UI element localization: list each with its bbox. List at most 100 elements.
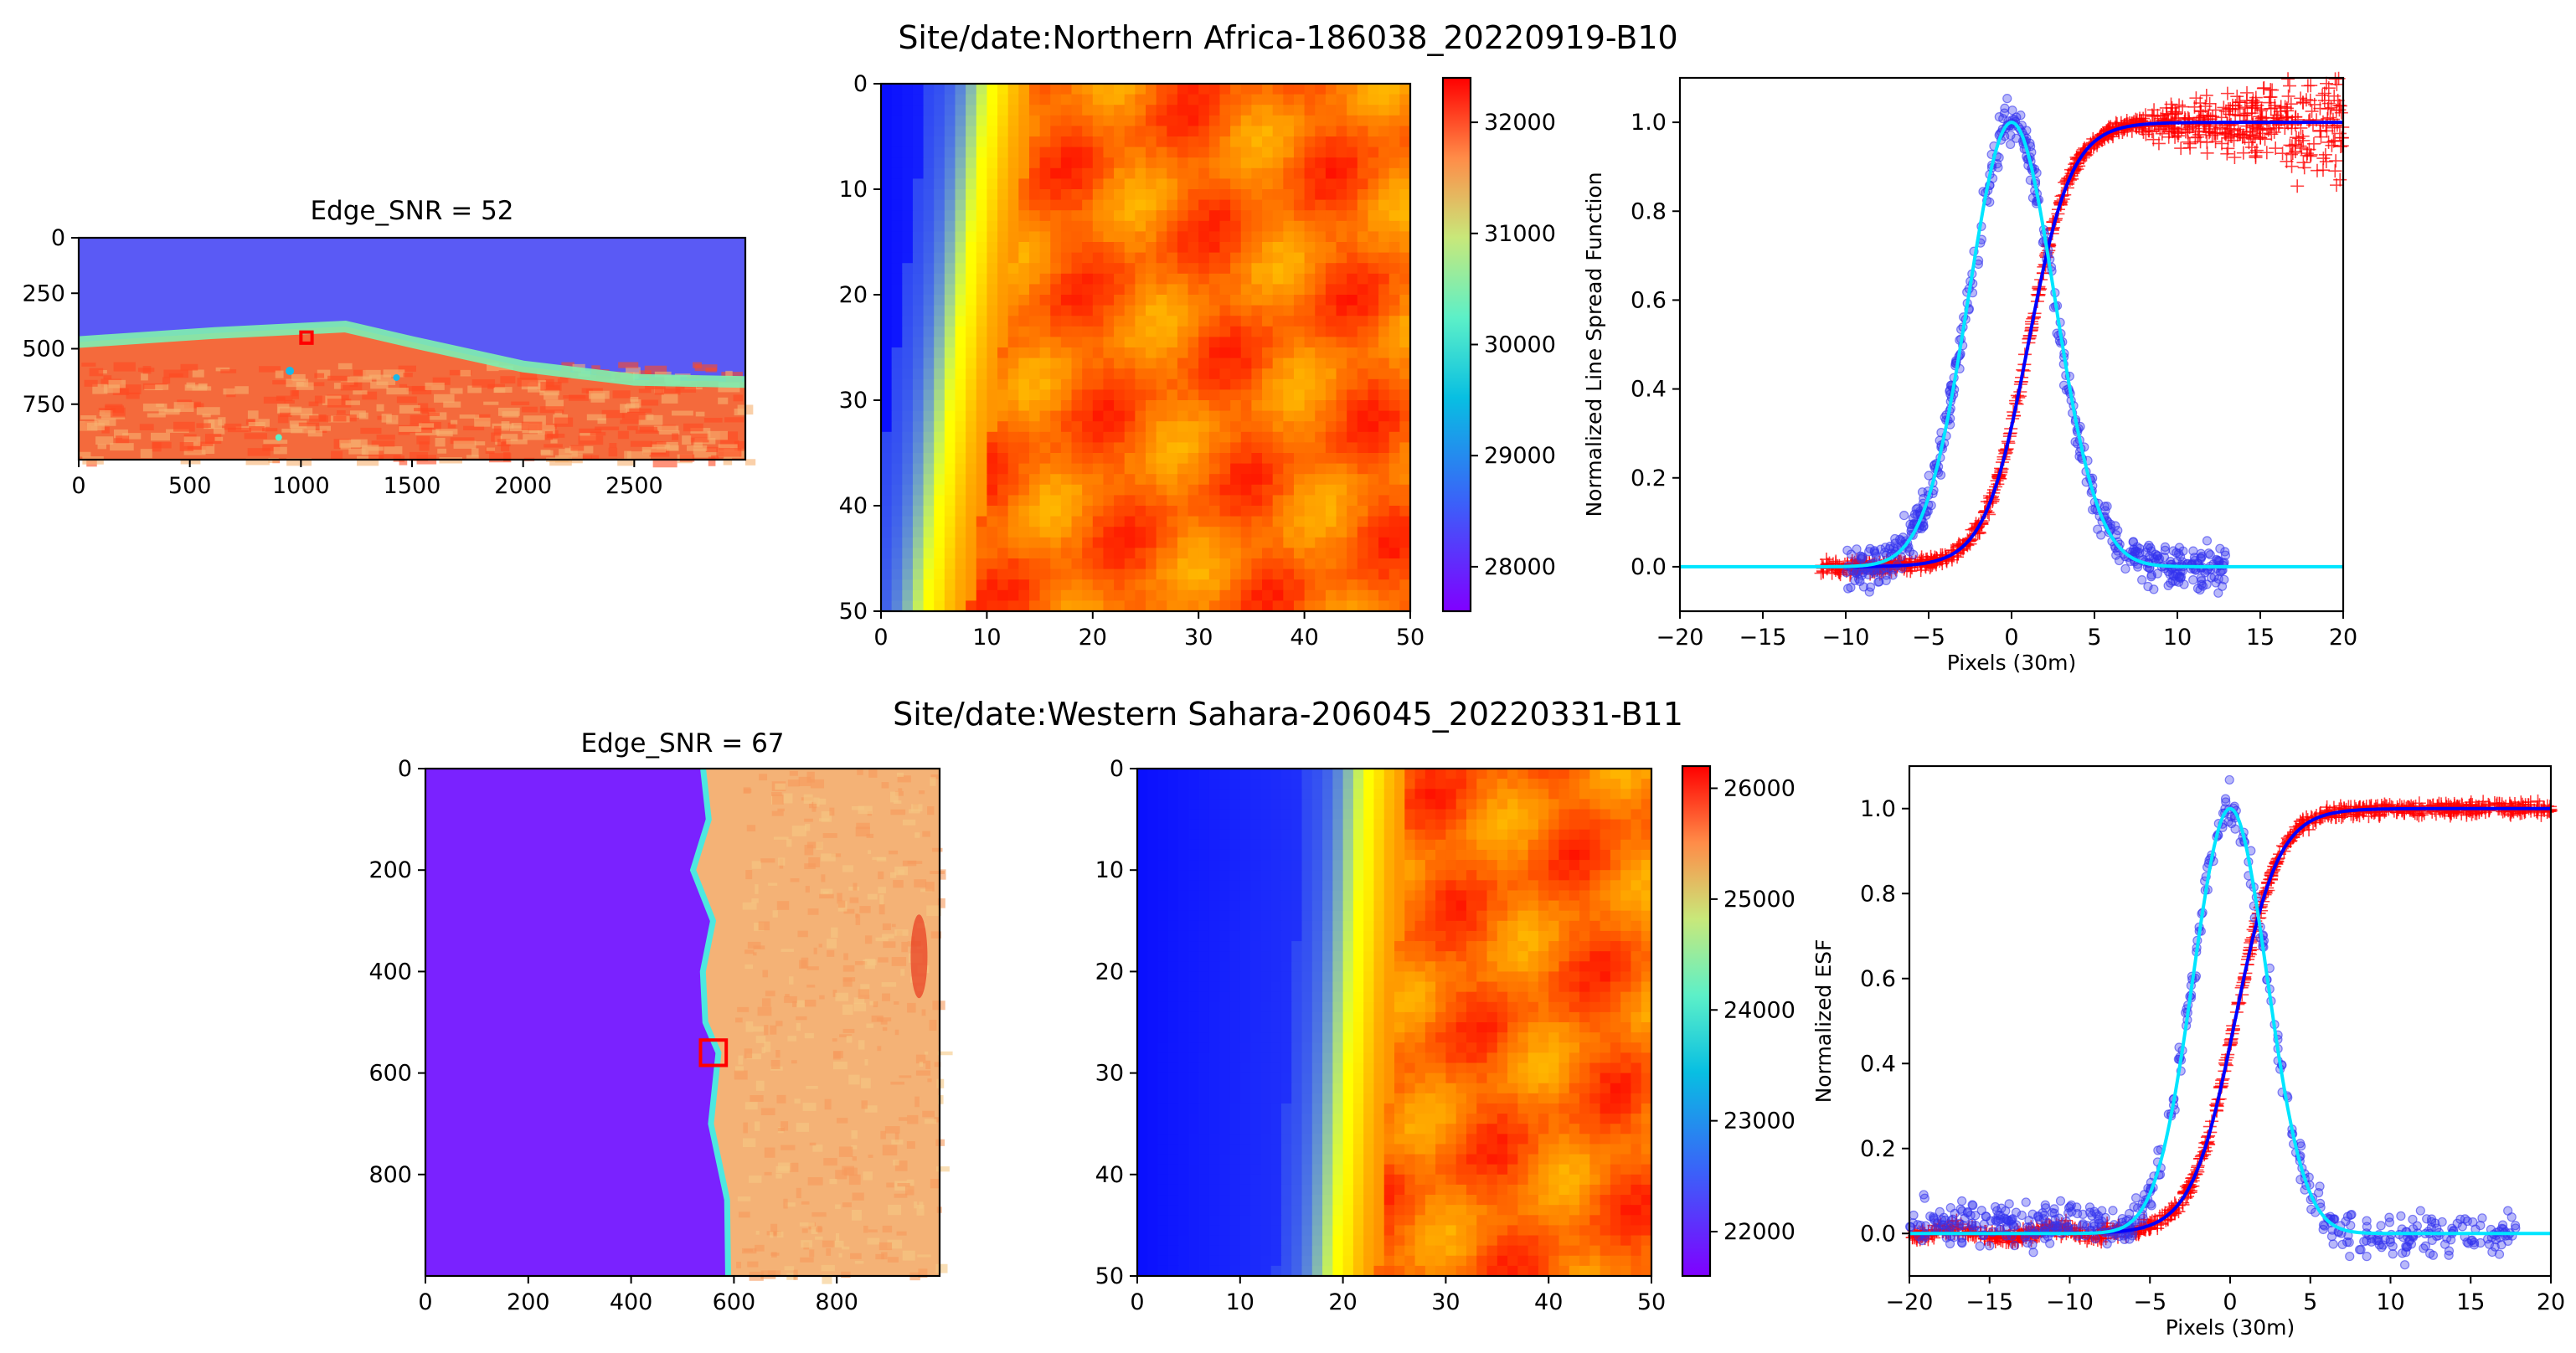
zoom-pixel: [1293, 295, 1306, 306]
zoom-pixel: [1071, 442, 1083, 454]
zoom-pixel: [881, 495, 893, 507]
zoom-pixel: [987, 242, 998, 254]
zoom-pixel: [1198, 136, 1210, 148]
zoom-pixel: [1336, 242, 1347, 254]
zoom-pixel: [1219, 463, 1231, 475]
zoom-pixel: [1039, 474, 1051, 486]
zoom-pixel: [902, 337, 914, 348]
overview-texture: [432, 377, 451, 385]
zoom-pixel: [881, 589, 893, 601]
zoom-pixel: [1240, 568, 1252, 580]
zoom-pixel: [1455, 779, 1467, 790]
zoom-pixel: [1146, 136, 1157, 148]
zoom-pixel: [881, 474, 893, 486]
zoom-pixel: [1293, 115, 1306, 126]
zoom-pixel: [1352, 779, 1364, 790]
zoom-pixel: [944, 368, 956, 380]
zoom-pixel: [1028, 231, 1041, 243]
zoom-pixel: [1378, 389, 1390, 401]
zoom-pixel: [955, 316, 966, 327]
zoom-pixel: [1146, 252, 1157, 264]
zoom-pixel: [1082, 295, 1094, 306]
zoom-pixel: [1082, 568, 1094, 580]
zoom-pixel: [934, 378, 945, 390]
zoom-pixel: [1007, 157, 1019, 169]
zoom-pixel: [955, 273, 966, 285]
zoom-pixel: [1272, 442, 1284, 454]
zoom-pixel: [1230, 589, 1242, 601]
zoom-pixel: [1336, 115, 1347, 126]
zoom-pixel: [923, 199, 935, 211]
overview-texture: [770, 1232, 774, 1238]
overview-texture: [234, 386, 249, 394]
zoom-pixel: [1028, 431, 1041, 443]
zoom-pixel: [1388, 421, 1400, 433]
zoom-pixel: [1357, 167, 1369, 179]
esf-sample-point: [2208, 103, 2223, 117]
zoom-pixel: [1378, 136, 1390, 148]
zoom-pixel: [1050, 252, 1062, 264]
zoom-pixel: [1251, 263, 1263, 275]
zoom-pixel: [1135, 358, 1146, 369]
zoom-pixel: [912, 516, 925, 527]
overview-texture: [859, 906, 871, 913]
zoom-pixel: [1198, 389, 1210, 401]
zoom-pixel: [1071, 136, 1083, 148]
zoom-pixel: [1028, 347, 1041, 359]
zoom-pixel: [1103, 147, 1115, 158]
zoom-pixel: [1167, 506, 1178, 517]
zoom-pixel: [955, 421, 966, 433]
zoom-pixel: [1219, 431, 1231, 443]
x-tick-label: 500: [168, 473, 212, 499]
zoom-pixel: [1188, 94, 1199, 105]
zoom-pixel: [955, 295, 966, 306]
zoom-pixel: [955, 484, 966, 496]
zoom-pixel: [1071, 147, 1083, 158]
zoom-pixel: [976, 579, 987, 591]
zoom-pixel: [1368, 305, 1379, 316]
zoom-pixel: [1388, 474, 1400, 486]
zoom-pixel: [1283, 421, 1295, 433]
overview-texture: [664, 445, 679, 451]
zoom-pixel: [902, 537, 914, 548]
zoom-pixel: [1156, 263, 1167, 275]
esf-sample-point: [2265, 83, 2280, 97]
zoom-pixel: [976, 548, 987, 559]
zoom-pixel: [1240, 316, 1252, 327]
zoom-pixel: [1368, 506, 1379, 517]
zoom-pixel: [1272, 326, 1284, 337]
overview-texture: [784, 1266, 795, 1271]
overview-texture: [620, 419, 641, 424]
zoom-pixel: [1188, 316, 1199, 327]
overview-texture: [878, 904, 885, 915]
overview-texture: [883, 941, 896, 949]
zoom-pixel: [1283, 453, 1295, 465]
colorbar-tick-label: 29000: [1484, 443, 1556, 469]
zoom-pixel: [1378, 326, 1390, 337]
zoom-pixel: [912, 263, 925, 275]
zoom-pixel: [1240, 94, 1252, 105]
zoom-pixel: [1304, 568, 1316, 580]
zoom-pixel: [955, 126, 966, 137]
y-tick-label: 0.8: [1631, 198, 1667, 224]
zoom-pixel: [1399, 136, 1411, 148]
zoom-pixel: [1028, 589, 1041, 601]
zoom-pixel: [1124, 263, 1136, 275]
zoom-pixel: [997, 263, 1009, 275]
zoom-pixel: [881, 527, 893, 538]
zoom-pixel: [997, 453, 1009, 465]
zoom-pixel: [891, 220, 903, 232]
zoom-pixel: [1251, 178, 1263, 190]
zoom-pixel: [1283, 516, 1295, 527]
zoom-pixel: [966, 326, 977, 337]
zoom-pixel: [1114, 199, 1126, 211]
zoom-pixel: [976, 84, 987, 95]
overview-texture: [247, 410, 259, 419]
zoom-pixel: [1272, 558, 1284, 570]
zoom-pixel: [1007, 400, 1019, 412]
zoom-pixel: [1399, 568, 1411, 580]
zoom-pixel: [1135, 463, 1146, 475]
zoom-pixel: [997, 220, 1009, 232]
zoom-pixel: [1399, 421, 1411, 433]
zoom-pixel: [1336, 463, 1347, 475]
